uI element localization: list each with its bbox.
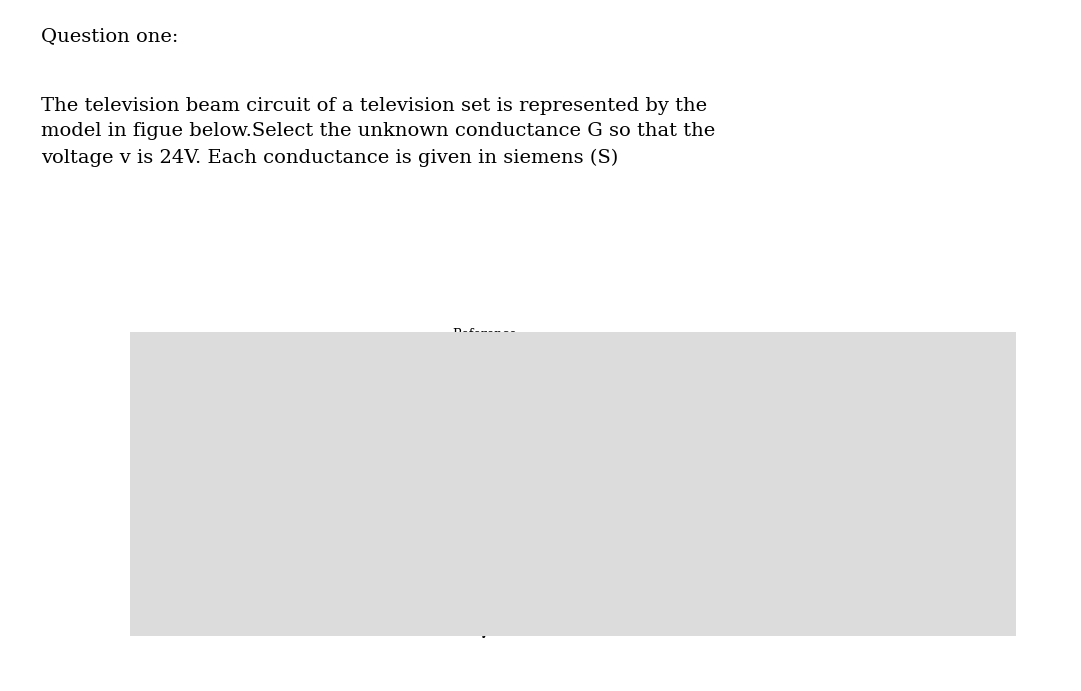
Text: $\frac{1}{3}$S: $\frac{1}{3}$S — [626, 471, 646, 497]
Text: $i_2$: $i_2$ — [997, 350, 1009, 368]
Text: The television beam circuit of a television set is represented by the
model in f: The television beam circuit of a televis… — [41, 97, 716, 167]
Circle shape — [477, 357, 492, 368]
Text: Reference: Reference — [452, 328, 517, 341]
Text: 20 A: 20 A — [790, 477, 826, 491]
Circle shape — [476, 599, 493, 612]
Circle shape — [476, 356, 493, 368]
Polygon shape — [372, 420, 464, 547]
Circle shape — [344, 600, 359, 611]
Circle shape — [610, 600, 625, 611]
Circle shape — [635, 435, 777, 532]
Text: $2i_2$: $2i_2$ — [476, 474, 497, 493]
Text: $\frac{1}{4}$S: $\frac{1}{4}$S — [193, 471, 214, 497]
Text: G: G — [997, 475, 1010, 492]
Circle shape — [787, 357, 802, 368]
Text: Question one:: Question one: — [41, 28, 178, 46]
Circle shape — [344, 357, 359, 368]
Circle shape — [610, 357, 625, 368]
Circle shape — [477, 600, 492, 611]
Text: $v$: $v$ — [479, 627, 490, 641]
Circle shape — [787, 600, 802, 611]
